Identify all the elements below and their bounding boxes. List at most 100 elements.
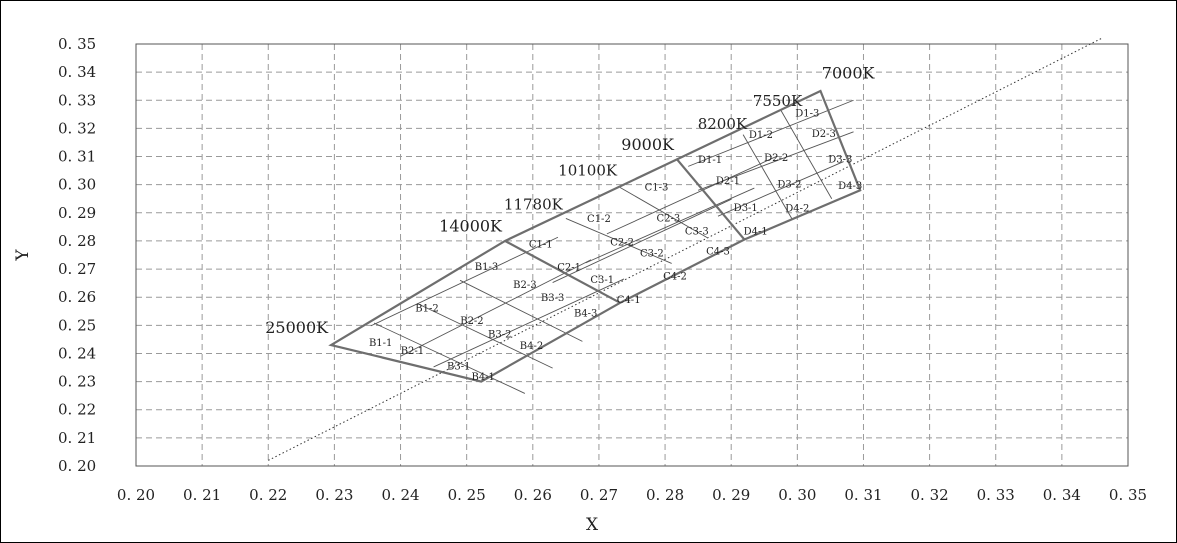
x-tick-label: 0. 31 [844, 486, 882, 504]
bin-grid-line [433, 278, 625, 368]
bin-grid-line [459, 279, 583, 342]
bin-label: C2-2 [610, 237, 634, 248]
y-tick-label: 0. 23 [58, 373, 96, 391]
bin-label: D4-1 [744, 227, 768, 238]
x-axis-title: X [586, 515, 599, 535]
bin-labels: B1-1 B1-2 B1-3 B2-1 B2-2 B2-3 B3-1 B3-2 B3-3 B4-1… [369, 108, 862, 382]
y-tick-label: 0. 34 [58, 63, 96, 81]
bin-label: C3-3 [685, 227, 709, 238]
cct-label: 8200K [698, 115, 748, 133]
bin-grid-line [565, 218, 672, 264]
x-tick-labels: 0. 20 0. 21 0. 22 0. 23 0. 24 0. 25 0. 26 0. 27… [117, 486, 1147, 504]
bin-label: D3-1 [734, 203, 758, 214]
x-tick-label: 0. 35 [1109, 486, 1147, 504]
x-tick-label: 0. 32 [911, 486, 949, 504]
bin-label: C2-1 [557, 263, 581, 274]
bin-grid-line [373, 322, 526, 394]
bin-grid-line [552, 198, 732, 283]
bin-grid-line [400, 259, 592, 357]
bin-label: D4-3 [838, 181, 862, 192]
bin-grid-line [606, 155, 778, 235]
planckian-locus [268, 37, 1102, 461]
bin-grid-line [688, 99, 854, 167]
bin-label: D2-3 [812, 129, 836, 140]
bin-grid-line [619, 187, 709, 239]
bin-label: B3-2 [488, 329, 511, 340]
bin-label: D4-2 [785, 204, 809, 215]
x-tick-label: 0. 23 [315, 486, 353, 504]
bin-label: D1-1 [698, 155, 722, 166]
bin-region-outline [328, 89, 862, 383]
cct-label: 9000K [621, 135, 675, 154]
bin-label: C1-3 [645, 182, 669, 193]
y-tick-label: 0. 25 [58, 316, 96, 334]
bin-label: C4-2 [663, 272, 687, 283]
x-tick-label: 0. 30 [778, 486, 816, 504]
x-tick-label: 0. 33 [977, 486, 1015, 504]
cct-label: 25000K [265, 318, 329, 337]
bin-label: B2-2 [460, 316, 483, 327]
x-tick-label: 0. 29 [712, 486, 750, 504]
y-tick-label: 0. 28 [58, 232, 96, 250]
y-tick-label: 0. 20 [58, 457, 96, 475]
y-tick-label: 0. 27 [58, 260, 96, 278]
x-tick-label: 0. 27 [580, 486, 618, 504]
bin-grid-line [780, 109, 833, 199]
bin-label: D2-1 [716, 176, 740, 187]
bin-region-border [328, 89, 862, 383]
planckian-locus-line [268, 37, 1102, 461]
group-divider-line [676, 158, 746, 241]
x-tick-label: 0. 20 [117, 486, 155, 504]
y-tick-labels: 0. 20 0. 21 0. 22 0. 23 0. 24 0. 25 0. 26 0. 27… [58, 35, 96, 475]
bin-label: C1-2 [587, 214, 611, 225]
bin-label: B4-3 [574, 309, 597, 320]
y-tick-label: 0. 26 [58, 288, 96, 306]
x-tick-label: 0. 25 [448, 486, 486, 504]
bin-label: C4-3 [706, 247, 730, 258]
y-tick-label: 0. 29 [58, 204, 96, 222]
grid-lines [136, 44, 1128, 466]
bin-label: C2-3 [656, 213, 680, 224]
bin-label: B3-1 [447, 362, 470, 373]
y-tick-label: 0. 22 [58, 401, 96, 419]
y-tick-label: 0. 30 [58, 176, 96, 194]
y-tick-label: 0. 31 [58, 148, 96, 166]
y-tick-label: 0. 35 [58, 35, 96, 53]
bin-label: B2-1 [401, 346, 424, 357]
bin-label: D3-3 [828, 154, 852, 165]
cct-label: 14000K [439, 217, 503, 236]
bin-label: C4-1 [617, 295, 641, 306]
bin-label: C3-2 [640, 249, 664, 260]
y-tick-label: 0. 21 [58, 429, 96, 447]
bin-label: D1-2 [749, 130, 773, 141]
y-tick-label: 0. 24 [58, 344, 96, 362]
x-tick-label: 0. 28 [646, 486, 684, 504]
x-tick-label: 0. 34 [1043, 486, 1081, 504]
x-tick-label: 0. 24 [381, 486, 419, 504]
bin-label: B1-3 [475, 262, 498, 273]
bin-grid-line [697, 131, 854, 191]
bin-label: C3-1 [590, 275, 614, 286]
bin-label: C1-1 [529, 240, 553, 251]
plot-area-border [135, 43, 1129, 467]
bin-grid-line [742, 134, 793, 220]
y-axis-title: Y [13, 249, 33, 262]
cct-label: 10100K [558, 161, 618, 179]
bin-grid-line [717, 161, 844, 217]
bin-label: B4-1 [471, 372, 494, 383]
y-tick-label: 0. 32 [58, 119, 96, 137]
cct-label: 11780K [504, 196, 564, 214]
x-tick-label: 0. 26 [514, 486, 552, 504]
bin-label: B4-2 [520, 341, 543, 352]
bin-label: D3-2 [777, 180, 801, 191]
group-divider-line [504, 239, 621, 304]
cct-label: 7550K [753, 92, 803, 110]
x-tick-label: 0. 21 [183, 486, 221, 504]
bin-grid-line [585, 187, 755, 264]
bin-label: B1-2 [415, 303, 438, 314]
bin-label: B3-3 [541, 293, 564, 304]
bin-label: D2-2 [764, 153, 788, 164]
